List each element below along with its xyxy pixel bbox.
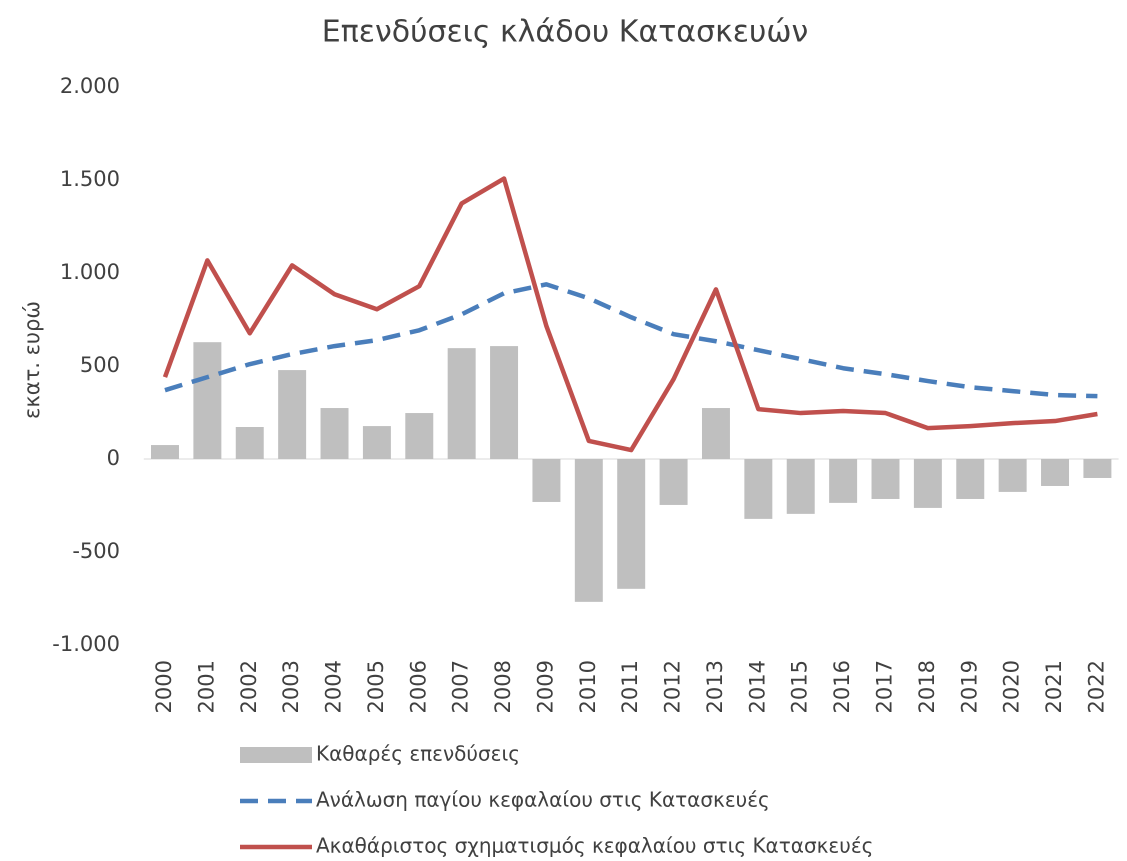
- x-tick-label: 2017: [872, 660, 896, 713]
- bar: [235, 427, 264, 459]
- bar: [617, 459, 646, 589]
- x-tick-label: 2014: [745, 660, 769, 713]
- bar: [320, 408, 349, 459]
- y-tick-label: 500: [80, 353, 120, 377]
- x-tick-label: 2013: [703, 660, 727, 713]
- bar: [829, 459, 858, 503]
- bar: [151, 445, 179, 459]
- x-tick-label: 2020: [1000, 660, 1024, 713]
- x-tick-label: 2008: [491, 660, 515, 713]
- bar: [574, 459, 603, 602]
- bar: [532, 459, 561, 502]
- bar: [193, 342, 222, 459]
- x-tick-label: 2007: [449, 660, 473, 713]
- bar: [701, 408, 730, 459]
- bar: [362, 426, 391, 459]
- x-tick-label: 2022: [1084, 660, 1108, 713]
- x-tick-label: 2016: [830, 660, 854, 713]
- x-tick-label: 2005: [364, 660, 388, 713]
- legend-label: Καθαρές επενδύσεις: [316, 742, 520, 766]
- bar: [405, 413, 434, 459]
- x-tick-label: 2000: [152, 660, 176, 713]
- legend-label: Ανάλωση παγίου κεφαλαίου στις Κατασκευές: [316, 788, 770, 812]
- x-tick-label: 2018: [915, 660, 939, 713]
- y-tick-label: -500: [72, 539, 120, 563]
- y-tick-label: 0: [107, 446, 120, 470]
- bar: [956, 459, 985, 499]
- x-tick-label: 2003: [279, 660, 303, 713]
- bar: [278, 370, 307, 459]
- y-tick-label: 2.000: [60, 74, 120, 98]
- bar: [786, 459, 815, 514]
- bar: [871, 459, 900, 499]
- bar: [998, 459, 1027, 492]
- y-tick-label: 1.500: [60, 167, 120, 191]
- line-series: [162, 176, 1098, 453]
- bar: [490, 346, 519, 459]
- bar: [1041, 459, 1070, 486]
- x-tick-label: 2019: [957, 660, 981, 713]
- bar: [744, 459, 773, 519]
- x-tick-label: 2004: [322, 660, 346, 713]
- bar: [659, 459, 688, 505]
- y-tick-label: -1.000: [52, 632, 120, 656]
- chart-title: Επενδύσεις κλάδου Κατασκευών: [322, 15, 808, 50]
- x-tick-label: 2012: [661, 660, 685, 713]
- bar: [1083, 459, 1112, 478]
- x-tick-label: 2021: [1042, 660, 1066, 713]
- bar: [447, 348, 476, 459]
- line-series: [164, 282, 1098, 399]
- legend-label: Ακαθάριστος σχηματισμός κεφαλαίου στις Κ…: [316, 834, 873, 858]
- x-tick-label: 2011: [618, 660, 642, 713]
- x-tick-label: 2002: [237, 660, 261, 713]
- y-tick-label: 1.000: [60, 260, 120, 284]
- x-tick-label: 2006: [406, 660, 430, 713]
- x-tick-label: 2009: [533, 660, 557, 713]
- legend-swatch: [240, 747, 312, 763]
- x-tick-label: 2015: [788, 660, 812, 713]
- y-axis-title: εκατ. ευρώ: [20, 301, 44, 419]
- bar: [913, 459, 942, 508]
- x-tick-label: 2001: [194, 660, 218, 713]
- x-tick-label: 2010: [576, 660, 600, 713]
